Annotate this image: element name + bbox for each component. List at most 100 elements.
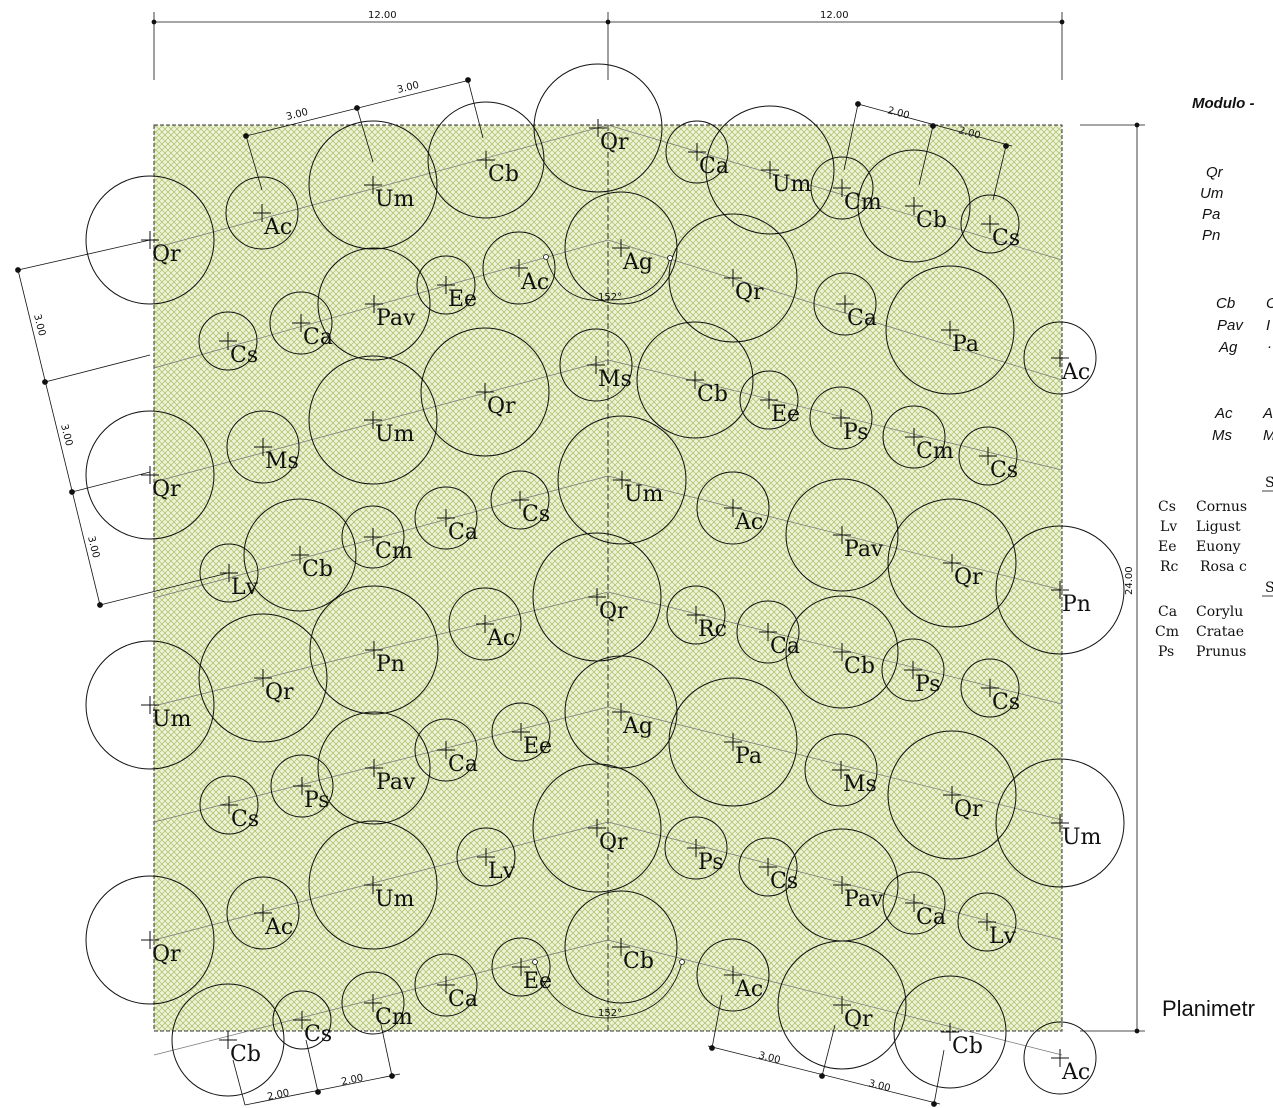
drawing-caption: Planimetr	[1162, 996, 1255, 1021]
plant-label: Lv	[488, 859, 516, 884]
plant-center-mark	[905, 428, 923, 446]
plant-cs: Cs	[958, 426, 1018, 486]
plant-center-mark	[437, 276, 455, 294]
legend-s1-0-name: Cornus	[1196, 499, 1247, 515]
plant-label: Ca	[448, 987, 478, 1012]
plant-center-mark	[761, 161, 779, 179]
plant-pn: Pn	[995, 525, 1125, 655]
plant-label: Qr	[152, 242, 181, 267]
plant-label: Qr	[152, 942, 181, 967]
plant-center-mark	[760, 391, 778, 409]
plant-ca: Ca	[882, 871, 946, 935]
plant-label: Cs	[231, 807, 259, 832]
plant-canopy	[564, 655, 678, 769]
plant-canopy	[448, 587, 522, 661]
plant-canopy	[198, 311, 258, 371]
plant-ca: Ca	[414, 718, 478, 782]
plant-canopy	[226, 876, 300, 950]
legend-s1-3-name: Rosa c	[1200, 559, 1247, 575]
plant-ps: Ps	[270, 754, 334, 818]
legend-g3-0-name: A	[1262, 405, 1273, 422]
plant-center-mark	[943, 554, 961, 572]
plant-center-mark	[1051, 814, 1069, 832]
legend-title: Modulo -	[1192, 95, 1254, 112]
legend-s1-2-code: Ee	[1158, 539, 1177, 555]
legend-section2-header: S	[1265, 580, 1273, 596]
plant-canopy	[958, 426, 1018, 486]
legend-g2-1-name: I	[1266, 317, 1270, 334]
plant-label: Ca	[916, 905, 946, 930]
plant-canopy	[785, 478, 899, 592]
plant-label: Pav	[844, 887, 884, 912]
plant-label: Qr	[599, 830, 628, 855]
plant-qr: Qr	[887, 498, 1017, 628]
plant-lv: Lv	[199, 543, 259, 603]
legend-g3-1-code: Ms	[1212, 427, 1232, 444]
plant-canopy	[1023, 1021, 1097, 1095]
plant-label: Um	[1062, 825, 1102, 850]
plant-center-mark	[477, 151, 495, 169]
plant-center-mark	[364, 528, 382, 546]
plant-canopy	[416, 255, 476, 315]
plant-ac: Ac	[696, 938, 770, 1012]
plant-label: Um	[772, 172, 812, 197]
plant-center-mark	[833, 179, 851, 197]
plant-canopy	[785, 595, 899, 709]
plant-center-mark	[687, 606, 705, 624]
plant-canopy	[995, 758, 1125, 888]
plant-canopy	[665, 120, 729, 184]
plant-qr: Qr	[85, 410, 215, 540]
plant-center-mark	[981, 679, 999, 697]
plant-canopy	[490, 470, 550, 530]
plant-center-mark	[437, 976, 455, 994]
plant-ee: Ee	[491, 937, 552, 997]
plant-center-mark	[219, 1031, 237, 1049]
plant-cm: Cm	[882, 405, 954, 469]
plant-ps: Ps	[881, 638, 945, 702]
plant-label: Cb	[302, 557, 333, 582]
plant-center-mark	[510, 259, 528, 277]
plant-ag: Ag	[564, 191, 678, 305]
plant-canopy	[777, 940, 907, 1070]
plant-label: Qr	[954, 565, 983, 590]
plant-pa: Pa	[885, 265, 1015, 395]
angle-top-label: 152°	[598, 292, 622, 303]
plant-label: Ps	[843, 420, 869, 445]
plant-label: Ms	[843, 772, 877, 797]
plant-lv: Lv	[456, 827, 516, 887]
legend-g3-0-code: Ac	[1214, 405, 1233, 422]
plant-qr: Qr	[777, 940, 907, 1070]
plant-canopy	[882, 405, 946, 469]
plant-center-mark	[724, 269, 742, 287]
plant-center-mark	[941, 321, 959, 339]
plant-center-mark	[981, 215, 999, 233]
row-guides	[153, 124, 1063, 1056]
plant-label: Cb	[844, 654, 875, 679]
plant-ps: Ps	[809, 386, 873, 450]
plant-label: Rc	[698, 617, 727, 642]
plant-ca: Ca	[414, 953, 478, 1017]
plant-canopy	[696, 938, 770, 1012]
dim-left-c: 3.00	[85, 535, 101, 559]
top-row-dimension	[243, 77, 1013, 201]
plant-canopy	[804, 733, 878, 807]
plant-ca: Ca	[813, 272, 877, 336]
plant-center-mark	[833, 876, 851, 894]
plant-cb: Cb	[243, 498, 357, 612]
plant-center-mark	[477, 848, 495, 866]
plant-canopy	[738, 837, 798, 897]
legend-s2-2-name: Prunus	[1196, 644, 1246, 660]
plant-center-mark	[512, 958, 530, 976]
plant-center-mark	[293, 1011, 311, 1029]
dim-bottom-c: 3.00	[757, 1050, 781, 1066]
plant-canopy	[269, 291, 333, 355]
plant-label: Qr	[600, 130, 629, 155]
plant-ac: Ac	[1023, 1021, 1097, 1095]
plant-label: Ac	[486, 626, 515, 651]
plant-cs: Cs	[960, 658, 1020, 718]
legend-s1-0-code: Cs	[1158, 499, 1176, 515]
plant-center-mark	[612, 239, 630, 257]
plant-canopy	[882, 871, 946, 935]
plant-center-mark	[688, 143, 706, 161]
plant-cb: Cb	[785, 595, 899, 709]
